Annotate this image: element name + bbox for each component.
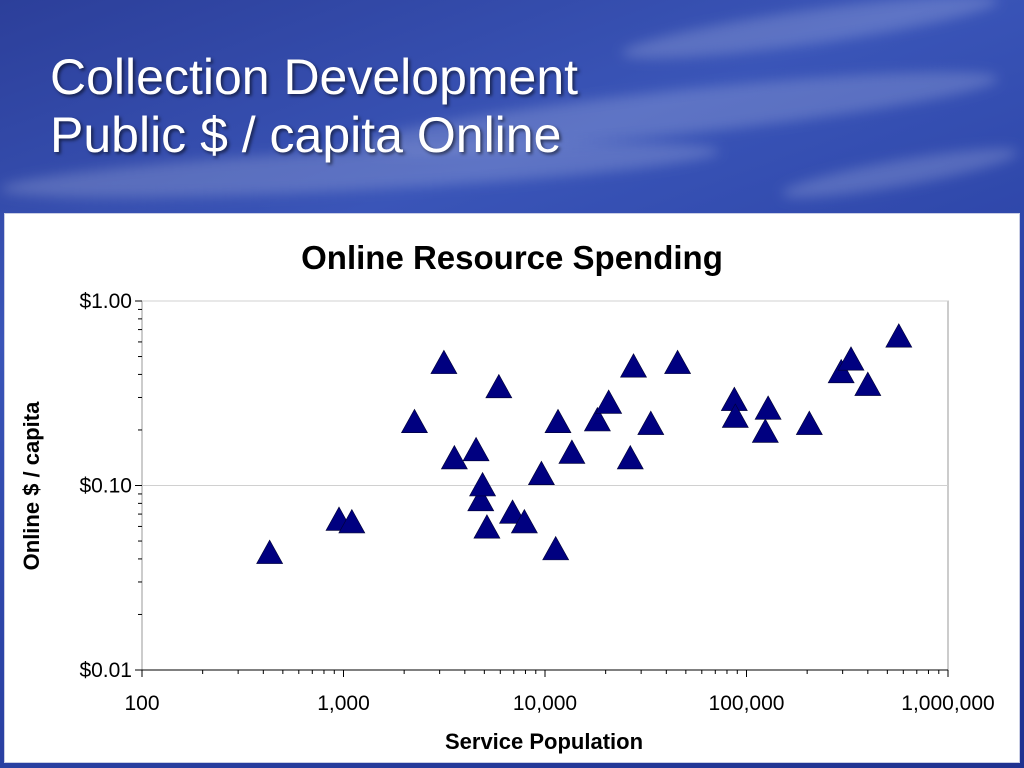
- x-tick-label: 100: [124, 692, 159, 715]
- data-point: [827, 358, 855, 384]
- data-point: [256, 539, 284, 564]
- data-point: [854, 371, 882, 396]
- x-tick-label: 1,000: [317, 692, 370, 715]
- data-point: [837, 346, 865, 371]
- y-tick-label: $0.01: [79, 659, 132, 682]
- data-point: [469, 471, 497, 497]
- x-tick-label: 10,000: [513, 692, 577, 715]
- data-point: [527, 460, 555, 486]
- chart-title: Online Resource Spending: [301, 239, 723, 276]
- x-axis-label: Service Population: [445, 729, 643, 754]
- data-point: [510, 508, 538, 534]
- data-point: [440, 444, 468, 470]
- data-point: [462, 436, 490, 462]
- data-point: [338, 508, 366, 534]
- scatter-chart: Online Resource Spending Online $ / capi…: [19, 239, 995, 754]
- data-point: [616, 444, 644, 470]
- data-point: [664, 349, 692, 374]
- y-axis-label: Online $ / capita: [19, 401, 44, 570]
- data-point: [485, 373, 513, 399]
- slide-title: Collection Development Public $ / capita…: [50, 48, 578, 164]
- data-point: [467, 486, 495, 512]
- chart-panel: Online Resource Spending Online $ / capi…: [4, 213, 1020, 763]
- data-point: [637, 410, 665, 435]
- slide-title-line2: Public $ / capita Online: [50, 107, 562, 163]
- slide-title-line1: Collection Development: [50, 49, 579, 105]
- data-point: [544, 408, 572, 434]
- data-point: [430, 349, 458, 374]
- x-tick-label: 100,000: [709, 692, 785, 715]
- data-point: [595, 389, 623, 414]
- x-tick-label: 1,000,000: [901, 692, 994, 715]
- data-point: [620, 353, 648, 378]
- data-point: [558, 439, 586, 464]
- data-point: [400, 408, 428, 434]
- data-point: [499, 499, 527, 524]
- data-point: [795, 410, 823, 435]
- data-point: [754, 395, 782, 420]
- data-point: [751, 418, 779, 443]
- y-tick-label: $1.00: [79, 290, 132, 313]
- data-point: [542, 535, 570, 561]
- data-point: [721, 403, 749, 428]
- data-point: [885, 323, 913, 348]
- data-point: [473, 514, 501, 539]
- data-point: [583, 406, 611, 432]
- y-tick-label: $0.10: [79, 475, 132, 498]
